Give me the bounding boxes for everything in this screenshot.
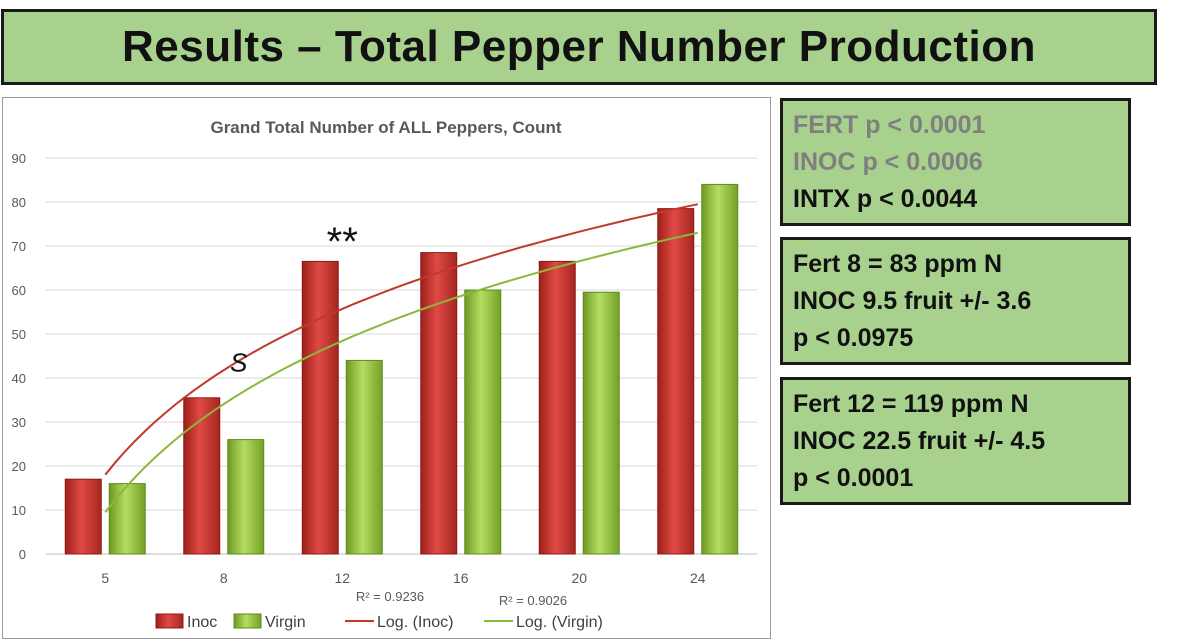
x-tick-label: 20 xyxy=(571,570,587,586)
bar-inoc-8 xyxy=(183,397,221,555)
y-tick-label: 0 xyxy=(19,547,26,562)
r2-label-virgin: R² = 0.9026 xyxy=(499,593,567,608)
bar-virgin-12 xyxy=(345,359,383,555)
bar-inoc-20 xyxy=(538,260,576,555)
bar-inoc-12 xyxy=(301,260,339,555)
legend-label-virgin: Virgin xyxy=(265,614,306,631)
bar-virgin-8 xyxy=(227,439,265,555)
bar-inoc-5 xyxy=(64,478,102,555)
stat-fert8-inoc: INOC 9.5 fruit +/- 3.6 xyxy=(793,287,1032,315)
y-tick-label: 40 xyxy=(12,371,26,386)
y-tick-label: 20 xyxy=(12,459,26,474)
bar-virgin-16 xyxy=(464,289,502,555)
stat-fert8-ppm: Fert 8 = 83 ppm N xyxy=(793,250,1003,278)
slide-title-bar: Results – Total Pepper Number Production xyxy=(1,9,1157,85)
x-tick-label: 12 xyxy=(334,570,350,586)
stats-box-main-effects: FERT p < 0.0001 INOC p < 0.0006 INTX p <… xyxy=(780,98,1131,226)
trendline-virgin xyxy=(104,231,699,513)
significance-stars: ** xyxy=(327,220,358,264)
y-tick-label: 80 xyxy=(12,195,26,210)
y-tick-label: 30 xyxy=(12,415,26,430)
legend-label-log-inoc: Log. (Inoc) xyxy=(377,614,453,631)
y-tick-label: 50 xyxy=(12,327,26,342)
stats-box-fert-12: Fert 12 = 119 ppm N INOC 22.5 fruit +/- … xyxy=(780,377,1131,505)
bar-inoc-16 xyxy=(420,252,458,555)
trendline-inoc xyxy=(104,203,699,476)
bar-virgin-24 xyxy=(701,183,739,555)
stat-fert: FERT p < 0.0001 xyxy=(793,111,986,139)
bar-inoc-24 xyxy=(657,208,695,555)
legend-swatch-inoc xyxy=(155,613,184,629)
x-tick-label: 24 xyxy=(690,570,706,586)
significance-s: S xyxy=(230,347,248,377)
r2-label-inoc: R² = 0.9236 xyxy=(356,589,424,604)
slide-title: Results – Total Pepper Number Production xyxy=(122,22,1036,71)
bar-chart: Grand Total Number of ALL Peppers, Count… xyxy=(12,118,757,631)
y-tick-label: 60 xyxy=(12,283,26,298)
x-tick-label: 16 xyxy=(453,570,469,586)
legend-label-inoc: Inoc xyxy=(187,614,217,631)
stat-fert12-p: p < 0.0001 xyxy=(793,464,914,492)
stat-fert12-ppm: Fert 12 = 119 ppm N xyxy=(793,390,1029,418)
legend-label-log-virgin: Log. (Virgin) xyxy=(516,614,603,631)
y-tick-label: 90 xyxy=(12,151,26,166)
chart-legend: Inoc Virgin Log. (Inoc) Log. (Virgin) xyxy=(155,613,603,631)
chart-title: Grand Total Number of ALL Peppers, Count xyxy=(210,118,561,137)
x-tick-label: 8 xyxy=(220,570,228,586)
stat-intx: INTX p < 0.0044 xyxy=(793,185,978,213)
y-tick-label: 70 xyxy=(12,239,26,254)
stat-inoc: INOC p < 0.0006 xyxy=(793,148,983,176)
legend-swatch-virgin xyxy=(233,613,262,629)
stat-fert8-p: p < 0.0975 xyxy=(793,324,914,352)
x-tick-label: 5 xyxy=(101,570,109,586)
stats-box-fert-8: Fert 8 = 83 ppm N INOC 9.5 fruit +/- 3.6… xyxy=(780,237,1131,365)
y-tick-label: 10 xyxy=(12,503,26,518)
stat-fert12-inoc: INOC 22.5 fruit +/- 4.5 xyxy=(793,427,1046,455)
bar-virgin-5 xyxy=(108,483,146,555)
bar-virgin-20 xyxy=(582,291,620,555)
